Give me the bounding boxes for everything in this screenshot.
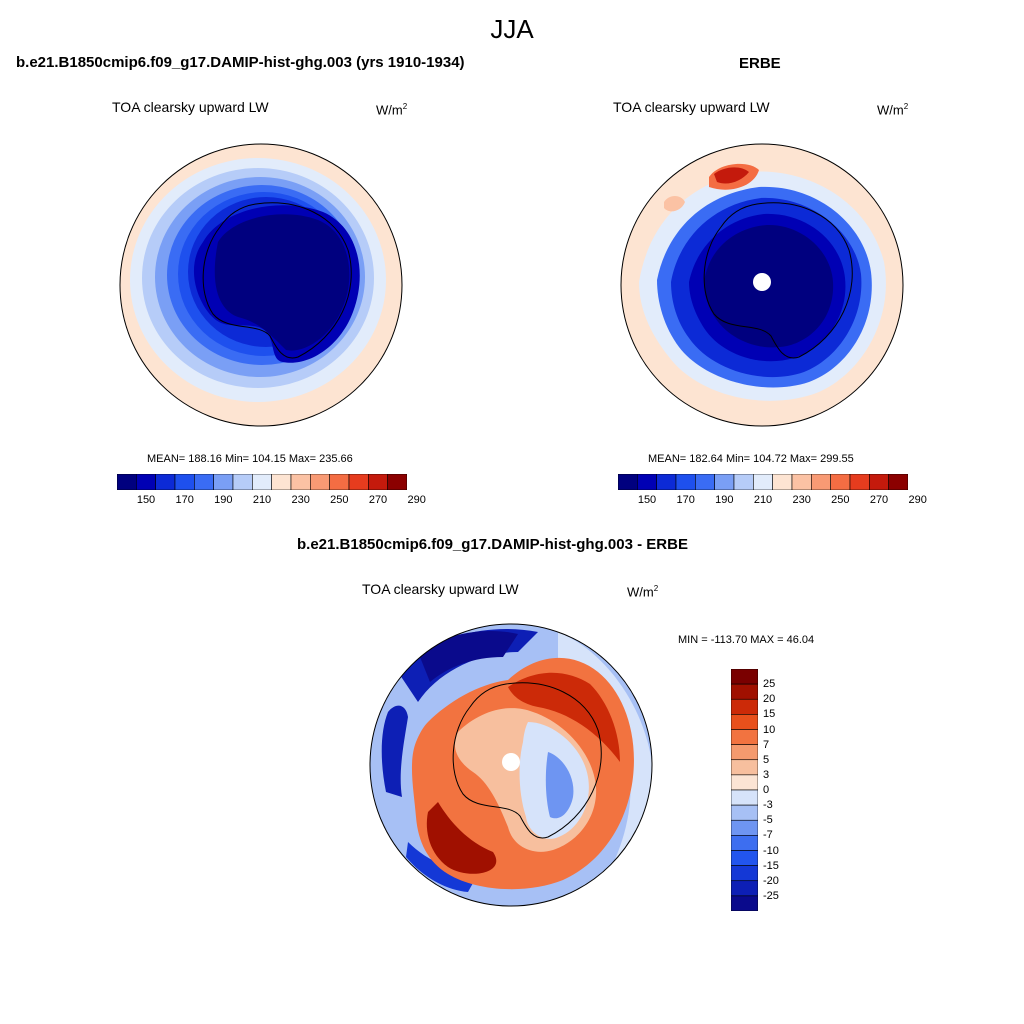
colorbar-tick-label: -15 [763, 859, 779, 872]
colorbar-swatch [731, 865, 758, 882]
colorbar-swatch [136, 474, 156, 490]
colorbar-tick-label: 250 [831, 494, 850, 506]
colorbar-swatch [731, 895, 758, 911]
colorbar-swatch [731, 789, 758, 806]
panel3-stats: MIN = -113.70 MAX = 46.04 [678, 634, 815, 646]
colorbar-swatch [348, 474, 369, 490]
colorbar-swatch [733, 474, 754, 490]
panel2-colorbar-ticks: 150 170 190 210 230 250 270 290 [618, 494, 927, 508]
colorbar-swatch [830, 474, 851, 490]
colorbar-swatch [695, 474, 715, 490]
colorbar-tick-label: 190 [715, 494, 734, 506]
panel2-colorbar [618, 474, 908, 490]
colorbar-tick-label: -3 [763, 799, 773, 812]
colorbar-swatch [194, 474, 214, 490]
panel2-case-title: ERBE [739, 55, 781, 72]
colorbar-tick-label: 150 [136, 494, 156, 506]
colorbar-swatch [731, 835, 758, 851]
colorbar-tick-label: 290 [407, 494, 426, 506]
panel3-units: W/m2 [627, 584, 659, 600]
panel3-variable-label: TOA clearsky upward LW [362, 581, 519, 597]
panel1-stats: MEAN= 188.16 Min= 104.15 Max= 235.66 [147, 453, 353, 465]
colorbar-tick-label: 210 [753, 494, 773, 506]
colorbar-swatch [731, 850, 758, 866]
colorbar-swatch [155, 474, 176, 490]
colorbar-tick-label: -7 [763, 829, 773, 842]
colorbar-swatch [731, 683, 758, 700]
colorbar-swatch [329, 474, 350, 490]
colorbar-swatch [731, 880, 758, 897]
colorbar-tick-label: 150 [637, 494, 657, 506]
colorbar-swatch [731, 774, 758, 791]
season-title: JJA [490, 14, 534, 44]
colorbar-swatch [869, 474, 889, 490]
colorbar-swatch [731, 698, 758, 715]
colorbar-tick-label: 230 [792, 494, 811, 506]
colorbar-swatch [174, 474, 195, 490]
colorbar-swatch [731, 714, 758, 730]
colorbar-swatch [731, 819, 758, 836]
panel3-colorbar-ticks: 25 20 15 10 7 5 3 0 -3 -5 -7 -10 -15 -20 -25 [763, 669, 803, 911]
colorbar-swatch [656, 474, 677, 490]
panel2-units: W/m2 [877, 102, 909, 118]
panel3-case-title: b.e21.B1850cmip6.f09_g17.DAMIP-hist-ghg.… [297, 536, 688, 553]
colorbar-swatch [252, 474, 272, 490]
colorbar-tick-label: 20 [763, 693, 776, 706]
colorbar-swatch [753, 474, 773, 490]
colorbar-swatch [637, 474, 657, 490]
colorbar-tick-label: 5 [763, 753, 770, 766]
colorbar-tick-label: -5 [763, 814, 773, 827]
colorbar-swatch [731, 669, 758, 685]
colorbar-tick-label: 170 [676, 494, 695, 506]
colorbar-tick-label: 290 [908, 494, 927, 506]
colorbar-swatch [675, 474, 696, 490]
colorbar-tick-label: -10 [763, 844, 779, 857]
colorbar-tick-label: 270 [368, 494, 388, 506]
colorbar-swatch [213, 474, 234, 490]
colorbar-tick-label: 190 [214, 494, 233, 506]
colorbar-tick-label: 270 [869, 494, 889, 506]
colorbar-swatch [271, 474, 292, 490]
panel2-variable-label: TOA clearsky upward LW [613, 99, 770, 115]
colorbar-swatch [731, 759, 758, 776]
panel1-variable-label: TOA clearsky upward LW [112, 99, 269, 115]
colorbar-tick-label: 0 [763, 784, 770, 796]
colorbar-swatch [849, 474, 870, 490]
colorbar-tick-label: 10 [763, 723, 776, 736]
colorbar-tick-label: 3 [763, 768, 770, 781]
panel1-colorbar-ticks: 150 170 190 210 230 250 270 290 [117, 494, 426, 508]
colorbar-swatch [117, 474, 137, 490]
colorbar-swatch [791, 474, 812, 490]
colorbar-swatch [731, 744, 758, 761]
colorbar-swatch [731, 729, 758, 745]
panel3-polar-map [369, 623, 653, 907]
colorbar-tick-label: 230 [291, 494, 310, 506]
colorbar-tick-label: 7 [763, 738, 770, 751]
panel2-stats: MEAN= 182.64 Min= 104.72 Max= 299.55 [648, 453, 854, 465]
panel1-colorbar [117, 474, 407, 490]
colorbar-swatch [811, 474, 831, 490]
panel1-polar-map [119, 143, 403, 427]
colorbar-tick-label: 250 [330, 494, 349, 506]
panel1-case-title: b.e21.B1850cmip6.f09_g17.DAMIP-hist-ghg.… [16, 54, 465, 71]
colorbar-tick-label: 25 [763, 678, 776, 691]
panel1-units: W/m2 [376, 102, 408, 118]
colorbar-swatch [618, 474, 638, 490]
colorbar-swatch [290, 474, 311, 490]
colorbar-tick-label: 170 [175, 494, 194, 506]
colorbar-swatch [368, 474, 388, 490]
colorbar-swatch [772, 474, 793, 490]
colorbar-swatch [387, 474, 407, 490]
colorbar-swatch [232, 474, 253, 490]
colorbar-tick-label: 210 [252, 494, 272, 506]
colorbar-tick-label: -25 [763, 889, 779, 902]
colorbar-swatch [888, 474, 908, 490]
colorbar-tick-label: -20 [763, 874, 779, 887]
colorbar-swatch [731, 804, 758, 821]
colorbar-swatch [310, 474, 330, 490]
colorbar-swatch [714, 474, 735, 490]
panel2-polar-map [620, 143, 904, 427]
panel3-colorbar [731, 669, 758, 911]
colorbar-tick-label: 15 [763, 708, 776, 721]
